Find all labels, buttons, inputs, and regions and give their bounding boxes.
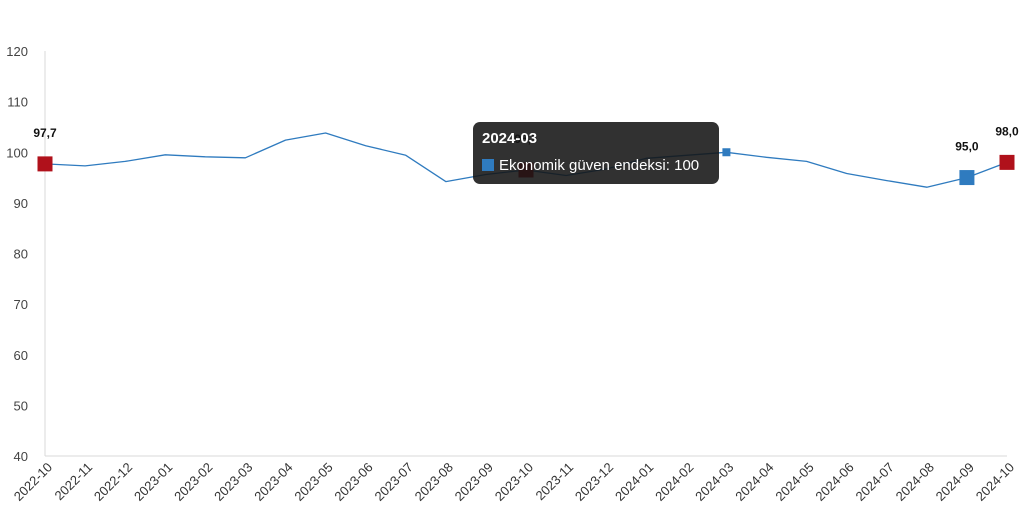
x-tick-label: 2024-01 xyxy=(612,460,656,504)
chart-tooltip: 2024-03 Ekonomik güven endeksi: 100 xyxy=(473,122,719,184)
x-tick-label: 2023-02 xyxy=(171,460,215,504)
data-point-marker xyxy=(722,148,731,157)
x-tick-label: 2023-04 xyxy=(251,460,295,504)
tooltip-text: Ekonomik güven endeksi: 100 xyxy=(499,157,700,174)
data-point-marker xyxy=(999,154,1015,170)
data-label: 95,0 xyxy=(955,140,979,154)
x-tick-label: 2022-10 xyxy=(11,460,55,504)
x-tick-label: 2023-09 xyxy=(452,460,496,504)
x-tick-label: 2023-06 xyxy=(331,460,375,504)
x-tick-label: 2024-06 xyxy=(812,460,856,504)
x-tick-label: 2024-10 xyxy=(973,460,1017,504)
y-tick-label: 80 xyxy=(14,247,28,262)
x-tick-label: 2023-05 xyxy=(291,460,335,504)
x-tick-label: 2024-03 xyxy=(692,460,736,504)
x-tick-label: 2022-11 xyxy=(52,460,96,504)
data-label: 98,0 xyxy=(995,124,1019,138)
data-label: 97,7 xyxy=(33,126,57,140)
y-tick-label: 90 xyxy=(14,196,28,211)
x-tick-label: 2023-10 xyxy=(492,460,536,504)
tooltip-series-swatch xyxy=(482,159,494,171)
x-tick-label: 2024-02 xyxy=(652,460,696,504)
x-tick-label: 2024-04 xyxy=(732,460,776,504)
x-tick-label: 2023-01 xyxy=(131,460,175,504)
x-tick-label: 2023-03 xyxy=(211,460,255,504)
tooltip-title: 2024-03 xyxy=(482,130,538,147)
x-tick-label: 2024-09 xyxy=(933,460,977,504)
x-tick-label: 2023-08 xyxy=(412,460,456,504)
y-tick-label: 110 xyxy=(7,95,28,110)
y-tick-label: 120 xyxy=(6,44,28,59)
data-point-marker xyxy=(959,170,975,186)
x-tick-label: 2024-07 xyxy=(853,460,897,504)
x-tick-label: 2022-12 xyxy=(91,460,135,504)
tooltip-row: Ekonomik güven endeksi: 100 xyxy=(482,157,710,175)
y-tick-label: 40 xyxy=(14,449,28,464)
x-tick-label: 2023-12 xyxy=(572,460,616,504)
y-tick-label: 60 xyxy=(14,348,28,363)
y-tick-label: 70 xyxy=(14,297,28,312)
y-tick-label: 100 xyxy=(6,145,28,160)
x-tick-label: 2024-05 xyxy=(772,460,816,504)
x-tick-label: 2023-07 xyxy=(372,460,416,504)
x-tick-label: 2023-11 xyxy=(533,460,577,504)
data-point-marker xyxy=(37,156,53,172)
y-tick-label: 50 xyxy=(14,398,28,413)
x-tick-label: 2024-08 xyxy=(893,460,937,504)
